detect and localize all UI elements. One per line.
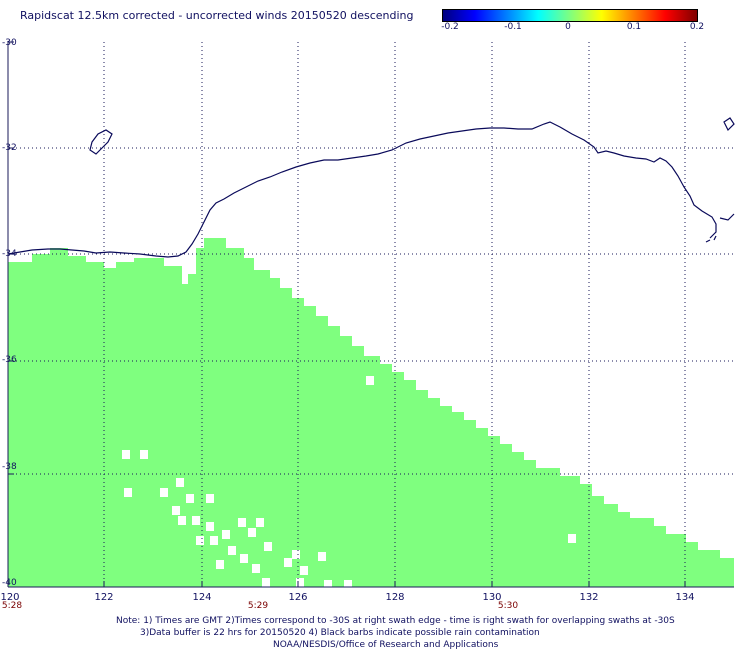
lon-label: 134 [675, 592, 695, 603]
swath-gap [366, 376, 374, 385]
swath-gap [300, 566, 308, 575]
graticule [7, 41, 734, 588]
lon-label: 132 [579, 592, 599, 603]
lat-label: -34 [2, 249, 17, 259]
colorbar-label: -0.2 [441, 22, 459, 32]
lon-label: 126 [288, 592, 308, 603]
swath-gap [248, 528, 256, 537]
swath-gap [210, 536, 218, 545]
swath-gap [222, 530, 230, 539]
swath-area [8, 238, 734, 587]
lon-label: 120 [0, 592, 20, 603]
swath-gap [124, 488, 132, 497]
lat-label: -32 [2, 143, 17, 153]
swath-gap [196, 536, 204, 545]
swath-gap [122, 450, 130, 459]
swath-gap [264, 542, 272, 551]
colorbar-label: 0.1 [626, 22, 642, 32]
colorbar-label: 0 [565, 22, 571, 32]
lon-label: 128 [385, 592, 405, 603]
swath-gap [178, 516, 186, 525]
swath-gap [238, 518, 246, 527]
swath-gap [216, 560, 224, 569]
swath-gap [186, 494, 194, 503]
swath-gap [324, 580, 332, 589]
swath-gap [160, 488, 168, 497]
color-scale-bar [442, 9, 698, 22]
coastline-island [89, 117, 735, 155]
swath-gap [296, 578, 304, 587]
footnote-line-2: 3)Data buffer is 22 hrs for 20150520 4) … [140, 628, 540, 638]
lat-label: -30 [2, 38, 17, 48]
swath-gap [176, 478, 184, 487]
footnote-line-1: Note: 1) Times are GMT 2)Times correspon… [116, 616, 675, 626]
swath-gap [240, 554, 248, 563]
map-title: Rapidscat 12.5km corrected - uncorrected… [20, 9, 414, 22]
swath-gap [344, 580, 352, 589]
colorbar-label: -0.1 [504, 22, 522, 32]
wind-swath [8, 238, 734, 589]
lat-label: -40 [2, 578, 17, 588]
pass-time-label: 5:29 [247, 601, 269, 611]
footnote-credit: NOAA/NESDIS/Office of Research and Appli… [273, 640, 499, 650]
coastline [7, 121, 735, 258]
colorbar-label: 0.2 [689, 22, 705, 32]
swath-gap [256, 518, 264, 527]
swath-gap [172, 506, 180, 515]
swath-gap [262, 578, 270, 587]
swath-gap [292, 550, 300, 559]
lon-label: 122 [94, 592, 114, 603]
swath-gap [228, 546, 236, 555]
swath-gap [284, 558, 292, 567]
pass-time-label: 5:30 [497, 601, 519, 611]
swath-gap [318, 552, 326, 561]
swath-gap [206, 522, 214, 531]
swath-gap [140, 450, 148, 459]
lon-label: 130 [482, 592, 502, 603]
swath-gap [568, 534, 576, 543]
pass-time-label: 5:28 [1, 601, 23, 611]
swath-gap [252, 564, 260, 573]
lat-label: -36 [2, 355, 17, 365]
lon-label: 124 [192, 592, 212, 603]
swath-gap [206, 494, 214, 503]
lat-label: -38 [2, 462, 17, 472]
swath-gap [192, 516, 200, 525]
